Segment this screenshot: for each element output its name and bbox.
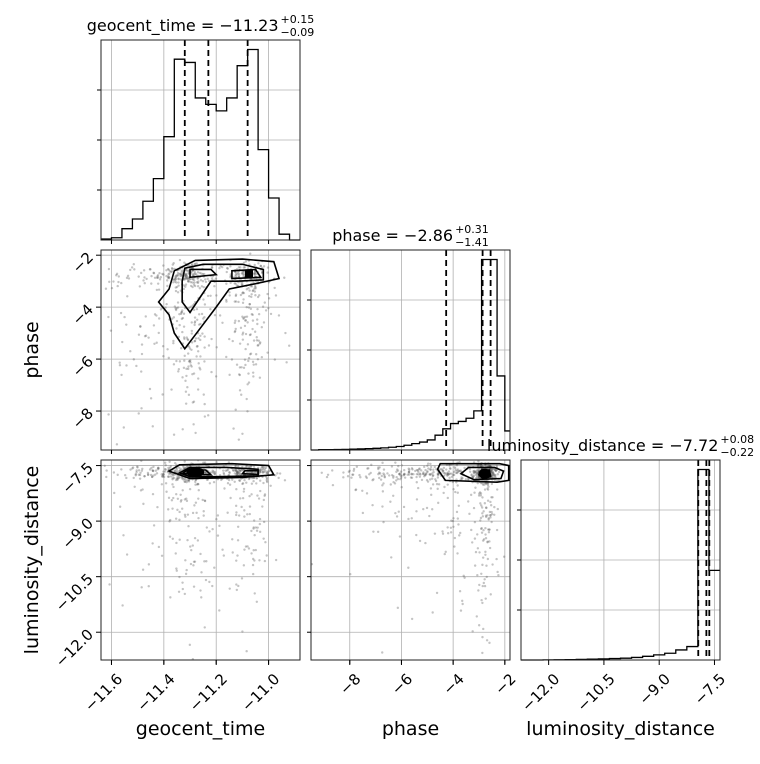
x-tick-label: −12.0	[518, 670, 563, 715]
title-text: luminosity_distance = −7.72	[487, 436, 718, 456]
histogram-step-phase	[311, 258, 510, 451]
scatter-panel-geocent_time-phase	[100, 249, 301, 451]
y-tick-label: −7.5	[59, 459, 97, 497]
panel-title-geocent_time: geocent_time = −11.23 +0.15−0.09	[87, 13, 315, 39]
inner-ticks	[110, 450, 270, 454]
x-axis-label-luminosity_distance: luminosity_distance	[526, 718, 715, 740]
inner-ticks	[110, 660, 270, 664]
histogram-step-luminosity_distance	[521, 468, 720, 661]
contour-inner-a	[189, 268, 218, 279]
y-tick-label: −9.0	[59, 514, 97, 552]
y-axis-label-luminosity_distance: luminosity_distance	[21, 466, 43, 655]
panel-frame	[310, 459, 511, 661]
panel-frame	[100, 249, 301, 451]
histogram-step-geocent_time	[101, 48, 300, 241]
y-tick-label: −6	[69, 352, 97, 380]
title-text: phase = −2.86	[332, 226, 453, 245]
density-peak	[478, 468, 491, 479]
scatter-panel-phase-luminosity_distance	[310, 459, 511, 661]
panel-title-phase: phase = −2.86 +0.31−1.41	[332, 223, 489, 249]
y-tick-label: −12.0	[52, 626, 97, 671]
scatter-cloud	[101, 460, 287, 660]
panel-title-luminosity_distance: luminosity_distance = −7.72 +0.08−0.22	[487, 433, 754, 459]
x-tick-label: −10.5	[573, 670, 618, 715]
y-tick-label: −10.5	[52, 570, 97, 615]
y-axis-phase: −8 −6 −4 −2 phase	[21, 248, 101, 433]
contour-inner-b	[240, 469, 259, 476]
scatter-panel-geocent_time-luminosity_distance	[100, 459, 301, 661]
diag-ticks	[349, 450, 506, 454]
contour-mid	[459, 466, 505, 481]
x-axis-geocent_time: −11.6 −11.4 −11.2 −11.0 geocent_time	[81, 660, 283, 740]
x-tick-label: −11.6	[81, 670, 126, 715]
density-contours	[157, 258, 281, 351]
x-tick-label: −11.4	[133, 670, 178, 715]
panel-frame	[520, 459, 721, 661]
title-upper-error: +0.15	[281, 13, 315, 26]
histogram-panel-luminosity_distance: luminosity_distance = −7.72 +0.08−0.22	[487, 433, 754, 661]
x-tick-label: −4	[440, 670, 468, 698]
density-contours	[436, 462, 510, 484]
title-lower-error: −1.41	[455, 236, 489, 249]
scatter-cloud	[311, 460, 506, 655]
y-tick-label: −4	[69, 300, 97, 328]
y-axis-luminosity_distance: −12.0 −10.5 −9.0 −7.5 luminosity_distance	[21, 459, 101, 671]
title-lower-error: −0.22	[720, 446, 754, 459]
histogram-panel-geocent_time: geocent_time = −11.23 +0.15−0.09	[87, 13, 315, 241]
panel-frame	[100, 39, 301, 241]
contour-outer	[157, 258, 281, 351]
panel-frame	[100, 459, 301, 661]
y-tick-label: −8	[69, 404, 97, 432]
y-tick-label: −2	[69, 248, 97, 276]
x-tick-label: −11.0	[238, 670, 283, 715]
x-axis-luminosity_distance: −12.0 −10.5 −9.0 −7.5 luminosity_distance	[518, 660, 729, 740]
histogram-panel-phase: phase = −2.86 +0.31−1.41	[307, 223, 511, 451]
x-tick-label: −11.2	[186, 670, 231, 715]
contour-mid	[181, 263, 265, 314]
diag-ticks	[110, 240, 270, 244]
inner-ticks	[307, 465, 506, 664]
x-axis-label-geocent_time: geocent_time	[136, 718, 265, 740]
panel-frame	[310, 249, 511, 451]
title-text: geocent_time = −11.23	[87, 16, 279, 36]
x-tick-label: −6	[388, 670, 416, 698]
x-tick-label: −9.0	[635, 670, 673, 708]
x-tick-label: −8	[336, 670, 364, 698]
title-upper-error: +0.08	[720, 433, 754, 446]
density-contours	[167, 462, 276, 480]
density-peak	[245, 269, 254, 279]
contour-outer	[167, 462, 276, 480]
y-axis-label-phase: phase	[21, 321, 43, 378]
x-axis-label-phase: phase	[382, 718, 439, 740]
x-tick-label: −7.5	[691, 670, 729, 708]
x-tick-label: −2	[491, 670, 519, 698]
title-lower-error: −0.09	[281, 26, 315, 39]
contour-outer	[436, 462, 510, 484]
x-axis-phase: −8 −6 −4 −2 phase	[336, 660, 520, 740]
density-peak	[186, 467, 205, 478]
title-upper-error: +0.31	[455, 223, 489, 236]
